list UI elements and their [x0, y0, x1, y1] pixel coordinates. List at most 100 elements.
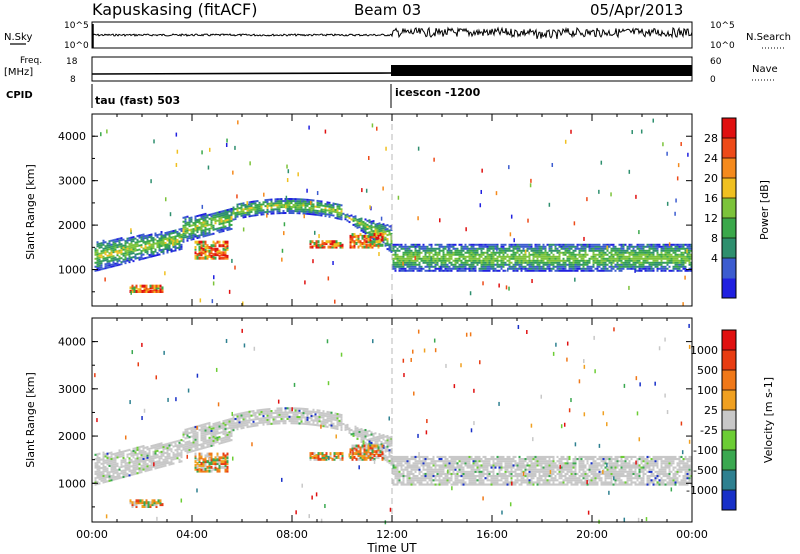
echo-cell: [335, 243, 338, 247]
echo-cell: [626, 245, 629, 248]
echo-cell: [524, 249, 527, 254]
echo-cell: [180, 245, 183, 248]
echo-cell: [210, 436, 213, 439]
echo-cell: [154, 238, 157, 241]
echo-cell: [588, 243, 591, 246]
echo-cell: [216, 211, 219, 214]
echo-cell: [440, 263, 443, 266]
echo-cell: [242, 227, 245, 232]
echo-cell: [98, 459, 101, 462]
echo-cell: [318, 212, 321, 215]
echo-cell: [361, 234, 364, 238]
echo-cell: [446, 245, 449, 248]
echo-cell: [622, 247, 625, 250]
echo-cell: [378, 222, 381, 225]
echo-cell: [134, 472, 137, 475]
echo-cell: [494, 253, 497, 256]
echo-cell: [524, 245, 527, 248]
echo-cell: [634, 263, 637, 266]
echo-cell: [618, 243, 621, 246]
echo-cell: [118, 237, 121, 240]
echo-cell: [154, 454, 157, 457]
echo-cell: [278, 198, 281, 201]
echo-cell: [400, 475, 403, 478]
echo-cell: [392, 455, 395, 459]
echo-cell: [372, 437, 375, 440]
echo-cell: [256, 424, 259, 427]
echo-cell: [385, 146, 387, 151]
echo-cell: [180, 247, 183, 250]
echo-cell: [652, 251, 655, 254]
echo-cell: [562, 265, 565, 268]
echo-cell: [526, 259, 529, 262]
echo-cell: [686, 257, 689, 260]
echo-cell: [366, 223, 369, 226]
echo-cell: [306, 208, 309, 211]
echo-cell: [386, 437, 389, 440]
echo-cell: [122, 458, 125, 462]
echo-cell: [196, 440, 199, 443]
echo-cell: [304, 206, 307, 209]
echo-cell: [388, 438, 391, 441]
echo-cell: [676, 259, 679, 262]
echo-cell: [580, 255, 583, 258]
echo-cell: [154, 232, 157, 235]
echo-cell: [292, 411, 295, 414]
echo-cell: [186, 440, 189, 444]
echo-cell: [670, 259, 673, 262]
echo-cell: [522, 261, 525, 264]
echo-cell: [472, 251, 475, 254]
echo-cell: [416, 464, 419, 467]
echo-cell: [250, 204, 253, 207]
echo-cell: [120, 243, 123, 246]
echo-cell: [180, 235, 183, 238]
echo-cell: [146, 234, 149, 237]
echo-cell: [168, 448, 171, 451]
echo-cell: [442, 249, 445, 252]
echo-cell: [502, 249, 505, 252]
echo-cell: [398, 269, 401, 272]
echo-cell: [260, 209, 263, 212]
echo-cell: [388, 442, 391, 445]
echo-cell: [464, 267, 467, 270]
echo-cell: [208, 217, 211, 220]
echo-cell: [510, 257, 513, 260]
echo-cell: [618, 259, 621, 262]
echo-cell: [220, 422, 223, 425]
echo-cell: [524, 253, 527, 256]
echo-cell: [170, 242, 173, 245]
echo-cell: [682, 267, 685, 270]
echo-cell: [438, 470, 441, 473]
echo-cell: [336, 215, 339, 218]
echo-cell: [160, 463, 163, 466]
echo-cell: [578, 247, 581, 250]
echo-cell: [438, 257, 441, 260]
echo-cell: [384, 456, 387, 459]
echo-cell: [298, 416, 301, 419]
echo-cell: [160, 442, 163, 445]
cpid-program-1: tau (fast) 503: [95, 94, 180, 107]
echo-cell: [498, 259, 501, 262]
echo-cell: [430, 243, 433, 246]
echo-cell: [252, 418, 255, 421]
echo-cell: [142, 457, 145, 460]
echo-cell: [204, 427, 207, 430]
echo-cell: [202, 235, 205, 238]
echo-cell: [316, 201, 319, 204]
echo-cell: [512, 269, 515, 272]
echo-cell: [381, 233, 384, 237]
echo-cell: [204, 431, 207, 434]
echo-cell: [136, 235, 139, 238]
echo-cell: [440, 483, 443, 486]
echo-cell: [498, 283, 500, 288]
echo-cell: [380, 227, 383, 230]
echo-cell: [384, 454, 387, 457]
echo-cell: [378, 439, 381, 442]
echo-cell: [94, 466, 97, 469]
echo-cell: [114, 452, 117, 455]
echo-cell: [682, 257, 685, 260]
echo-cell: [178, 443, 181, 446]
echo-cell: [288, 417, 291, 421]
echo-cell: [108, 246, 111, 249]
echo-cell: [680, 247, 683, 250]
